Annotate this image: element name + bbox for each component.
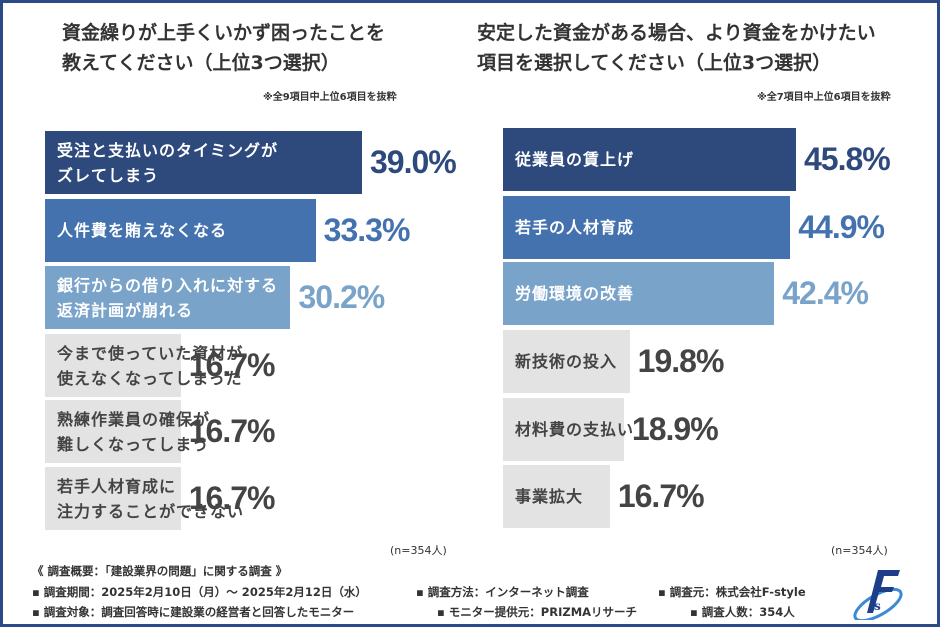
bar: 今まで使っていた資材が 使えなくなってしまった <box>45 334 242 397</box>
bar-label: 事業拡大 <box>515 484 583 509</box>
value-label: 44.9% <box>798 209 885 245</box>
bar-label: 若手の人材育成 <box>515 215 634 240</box>
bar-label: 若手人材育成に注力することができない <box>57 474 244 524</box>
bar: 事業拡大 <box>503 465 610 528</box>
bar-label: 熟練作業員の確保が 難しくなってしまう <box>57 407 210 457</box>
value-label: 30.2% <box>298 279 385 315</box>
bar-label: 従業員の賃上げ <box>515 147 634 172</box>
bar-label: 受注と支払いのタイミングが ズレてしまう <box>57 138 278 188</box>
bar-label-line: ズレてしまう <box>57 165 160 185</box>
right-bar-chart: 従業員の賃上げ 45.8% 若手の人材育成 44.9% 労働環境の改善 42.4% 新技術の… <box>503 128 891 528</box>
bar-label: 銀行からの借り入れに対する 返済計画が崩れる <box>57 273 278 323</box>
bar: 人件費を賄えなくなる <box>45 199 316 262</box>
survey-heading: 《 調査概要：「建設業界の問題」に関する調査 》 <box>32 564 288 578</box>
bar-label: 人件費を賄えなくなる <box>57 218 227 243</box>
bar: 若手の人材育成 <box>503 196 791 259</box>
value-label: 16.7% <box>188 480 276 516</box>
bar-label-line: 若手人材育成に <box>57 476 177 496</box>
title-line: 教えてください（上位3つ選択） <box>62 52 340 74</box>
f-style-logo: s <box>853 570 903 620</box>
bar-label-line: 従業員の賃上げ <box>515 150 635 169</box>
bar-label-line: 事業拡大 <box>515 487 584 506</box>
left-chart-title: 資金繰りが上手くいかず困ったことを 教えてください（上位3つ選択） <box>62 18 385 78</box>
survey-target: ▪ 調査対象：調査回答時に建設業の経営者と回答したモニター <box>32 605 355 619</box>
value-label: 16.7% <box>188 413 276 449</box>
bar-label: 労働環境の改善 <box>515 281 634 306</box>
bar: 材料費の支払い <box>503 398 633 461</box>
bar-label-line: 受注と支払いのタイミングが <box>57 140 279 160</box>
bar-label-line: 材料費の支払い <box>515 420 635 439</box>
title-line: 項目を選択してください（上位3つ選択） <box>477 52 832 74</box>
value-label: 39.0% <box>370 144 457 180</box>
bar-label-line: 若手の人材育成 <box>515 218 635 237</box>
survey-provider: ▪ モニター提供元：PRIZMAリサーチ <box>437 605 638 619</box>
value-label: 18.9% <box>631 411 719 447</box>
title-line: 安定した資金がある場合、より資金をかけたい <box>477 22 876 44</box>
bar: 従業員の賃上げ <box>503 128 796 191</box>
survey-count: ▪ 調査人数：354人 <box>690 605 795 619</box>
bar-label: 新技術の投入 <box>515 349 617 374</box>
title-line: 資金繰りが上手くいかず困ったことを <box>62 22 386 44</box>
bar: 労働環境の改善 <box>503 262 775 325</box>
bar: 受注と支払いのタイミングが ズレてしまう <box>45 131 362 194</box>
left-bar-chart: 受注と支払いのタイミングが ズレてしまう 39.0% 人件費を賄えなくなる 33.3% 銀… <box>45 131 457 530</box>
value-label: 16.7% <box>617 478 705 514</box>
bar-label-line: 注力することができない <box>57 501 245 521</box>
bar-label-line: 労働環境の改善 <box>515 284 635 303</box>
survey-method: ▪ 調査方法：インターネット調査 <box>416 585 589 599</box>
survey-period: ▪ 調査期間：2025年2月10日（月）～ 2025年2月12日（水） <box>32 585 367 599</box>
bar-label-line: 今まで使っていた資材が <box>57 343 244 363</box>
bar: 新技術の投入 <box>503 330 630 393</box>
right-chart-note: ※全7項目中上位6項目を抜粋 <box>757 92 891 103</box>
svg-text:s: s <box>874 599 881 613</box>
value-label: 33.3% <box>323 212 411 248</box>
bar-label-line: 熟練作業員の確保が <box>57 409 211 429</box>
bar: 若手人材育成に注力することができない <box>45 467 243 530</box>
survey-source: ▪ 調査元：株式会社F-style <box>658 585 806 599</box>
value-label: 42.4% <box>782 275 869 311</box>
bar-label: 今まで使っていた資材が 使えなくなってしまった <box>57 341 243 391</box>
left-sample-size: (n=354人) <box>390 544 447 557</box>
bar-label: 材料費の支払い <box>515 417 634 442</box>
bar-label-line: 人件費を賄えなくなる <box>57 221 228 240</box>
right-sample-size: (n=354人) <box>831 544 888 557</box>
value-label: 45.8% <box>804 141 891 177</box>
bar-label-line: 銀行からの借り入れに対する <box>57 275 279 295</box>
bar-label-line: 新技術の投入 <box>515 352 618 371</box>
value-label: 19.8% <box>637 343 725 379</box>
bar: 銀行からの借り入れに対する 返済計画が崩れる <box>45 266 291 329</box>
bar: 熟練作業員の確保が 難しくなってしまう <box>45 400 209 463</box>
value-label: 16.7% <box>188 347 276 383</box>
bar-label-line: 使えなくなってしまった <box>57 368 243 388</box>
bar-label-line: 難しくなってしまう <box>57 434 210 454</box>
right-chart-title: 安定した資金がある場合、より資金をかけたい 項目を選択してください（上位3つ選択） <box>477 18 876 78</box>
bar-label-line: 返済計画が崩れる <box>57 300 194 320</box>
left-chart-note: ※全9項目中上位6項目を抜粋 <box>263 92 397 103</box>
